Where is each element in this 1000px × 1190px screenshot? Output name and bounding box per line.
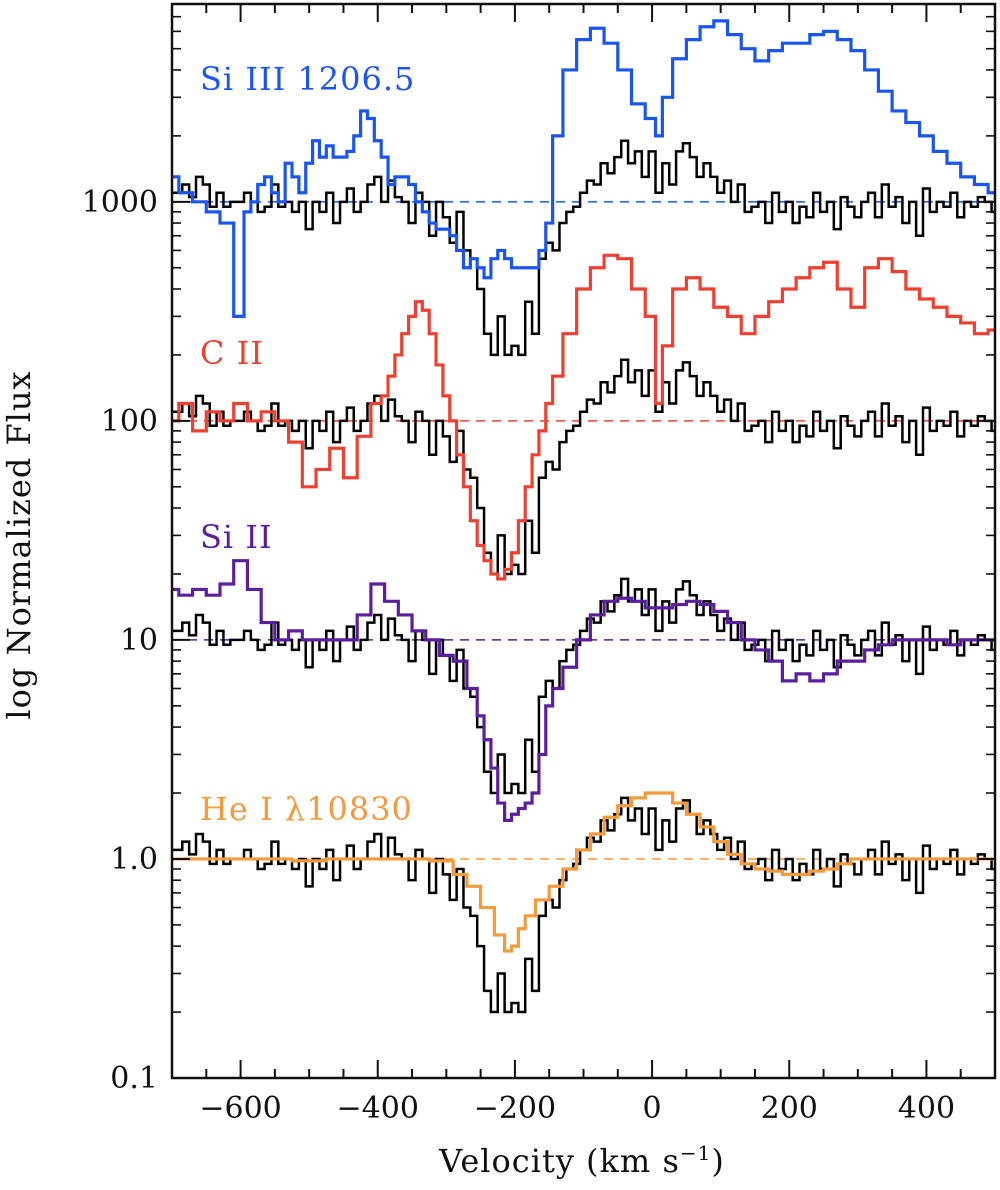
x-tick-label: −600 — [199, 1091, 281, 1126]
reference-profiles — [172, 139, 995, 1014]
y-tick-label: 1000 — [82, 185, 158, 220]
series-line-c2 — [172, 253, 995, 581]
continuum-lines — [172, 201, 995, 860]
y-tick-label: 0.1 — [110, 1061, 158, 1096]
reference-profile-si3 — [172, 139, 995, 357]
label-c2: C II — [200, 334, 264, 372]
x-axis-title: Velocity (km s−1) — [438, 1141, 725, 1180]
plot-frame — [170, 2, 997, 1080]
reference-profile-si2 — [172, 577, 995, 795]
x-axis-title-main: Velocity (km s — [438, 1142, 680, 1180]
label-he1: He I λ10830 — [200, 790, 413, 828]
series-profiles — [172, 19, 995, 953]
y-tick-label: 10 — [120, 623, 158, 658]
y-axis-title: log Normalized Flux — [0, 370, 38, 719]
x-tick-label: 400 — [898, 1091, 955, 1126]
y-tick-label: 100 — [101, 404, 158, 439]
reference-profile-c2 — [172, 358, 995, 576]
axis-ticks — [171, 3, 996, 1079]
reference-profile-he1 — [172, 796, 995, 1014]
label-si2: Si II — [200, 518, 273, 556]
axis-tick-labels: −600 −400 −200 0 200 400 0.1 1.0 10 100 1000 — [82, 185, 955, 1126]
x-tick-label: −200 — [474, 1091, 556, 1126]
x-axis-title-close: ) — [711, 1142, 724, 1180]
series-line-he1 — [172, 791, 995, 953]
x-tick-label: 0 — [643, 1091, 662, 1126]
x-axis-title-superscript: −1 — [680, 1141, 711, 1165]
series-line-si2 — [172, 559, 995, 822]
series-line-si3 — [172, 19, 995, 318]
label-si3: Si III 1206.5 — [200, 60, 415, 98]
y-tick-label: 1.0 — [110, 842, 158, 877]
x-tick-label: 200 — [761, 1091, 818, 1126]
x-tick-label: −400 — [337, 1091, 419, 1126]
